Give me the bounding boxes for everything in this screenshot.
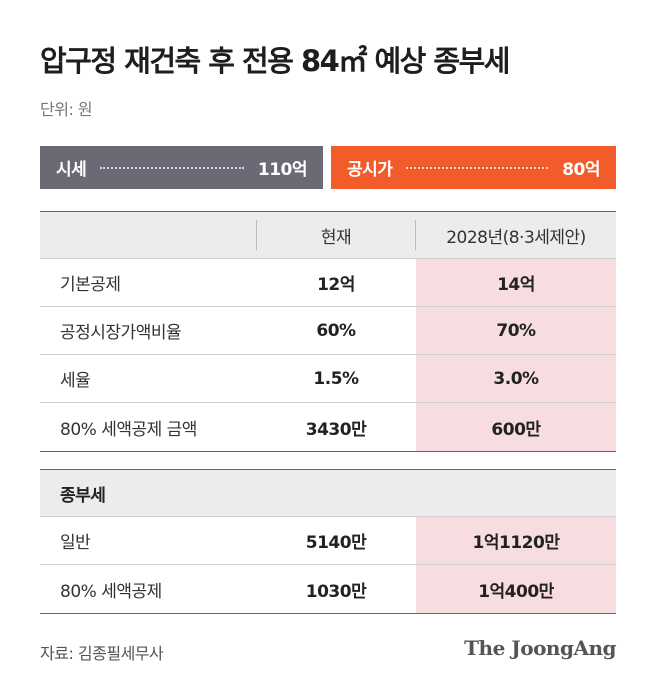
table-row: 세율 1.5% 3.0% [40,355,616,403]
current-value: 12억 [317,275,355,295]
table-row: 일반 5140만 1억1120만 [40,517,616,565]
row-label: 일반 [60,533,91,553]
row-label: 세율 [60,371,91,391]
tax-table: 종부세 일반 5140만 1억1120만 80% 세액공제 1030만 1억40… [40,469,616,614]
current-value: 1.5% [313,368,359,389]
dotted-leader [100,166,244,169]
market-price-label: 시세 [56,160,87,180]
dotted-leader [406,166,549,169]
proposed-value: 3.0% [416,355,616,402]
current-value: 5140만 [305,533,367,553]
table-row: 공정시장가액비율 60% 70% [40,307,616,355]
current-value: 3430만 [305,419,367,440]
row-label: 기본공제 [60,275,121,295]
table-header-row: 현재 2028년(8·3세제안) [40,212,616,259]
section-title: 종부세 [40,470,256,516]
proposed-value: 1억400만 [416,565,616,613]
source-note: 자료: 김종필세무사 [40,644,164,663]
header-cell-empty [40,212,256,258]
header-cell-2028: 2028년(8·3세제안) [416,212,616,258]
tax-section-header: 종부세 [40,470,616,517]
official-price-box: 공시가 80억 [331,146,616,189]
publisher-logo: The JoongAng [464,636,616,660]
market-price-box: 시세 110억 [40,146,323,189]
table-row: 80% 세액공제 금액 3430만 600만 [40,403,616,451]
row-label: 80% 세액공제 [60,581,162,602]
current-value: 60% [316,320,356,341]
market-price-value: 110억 [257,160,308,180]
row-label: 공정시장가액비율 [60,323,182,343]
row-label: 80% 세액공제 금액 [60,419,197,440]
current-value: 1030만 [305,581,367,602]
comparison-table: 현재 2028년(8·3세제안) 기본공제 12억 14억 공정시장가액비율 6… [40,211,616,452]
page-title: 압구정 재건축 후 전용 84㎡ 예상 종부세 [40,44,510,78]
official-price-label: 공시가 [347,160,393,180]
unit-label: 단위: 원 [40,100,93,119]
proposed-value: 14억 [416,259,616,306]
table-row: 80% 세액공제 1030만 1억400만 [40,565,616,613]
proposed-value: 1억1120만 [416,517,616,564]
header-cell-current: 현재 [256,212,416,258]
official-price-value: 80억 [562,160,600,180]
proposed-value: 600만 [416,403,616,451]
proposed-value: 70% [416,307,616,354]
table-row: 기본공제 12억 14억 [40,259,616,307]
